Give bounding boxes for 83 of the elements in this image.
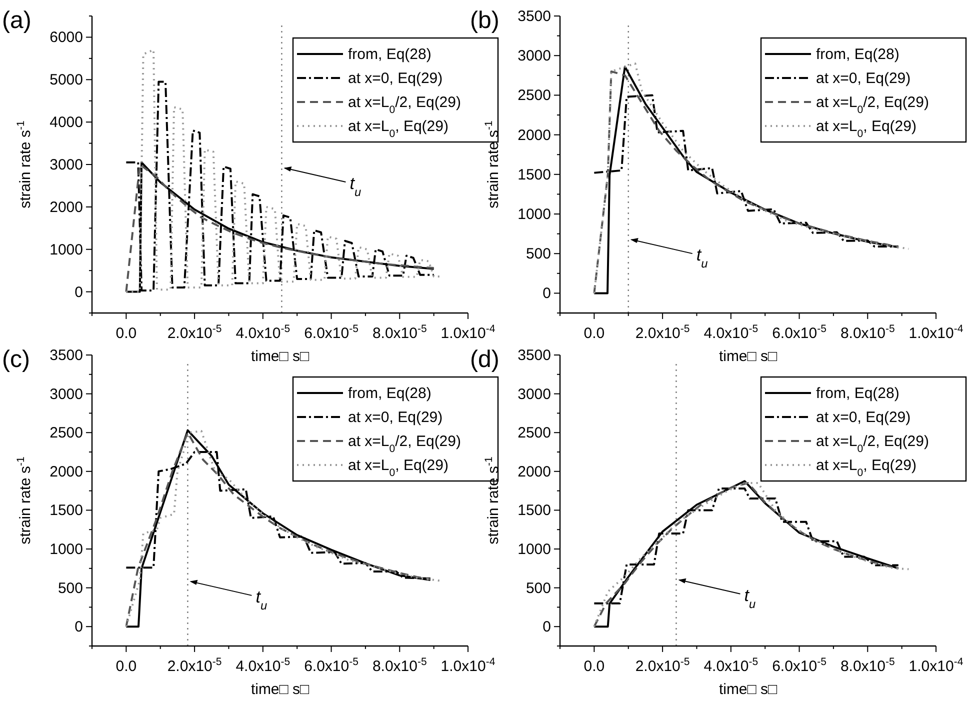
y-tick-label: 3000 <box>518 386 551 403</box>
y-tick-label: 0 <box>542 618 551 636</box>
legend-label: at x=L$_{0}$/2, Eq(29) <box>816 94 929 116</box>
annotation: t$_{u}$ <box>350 174 362 200</box>
y-tick-label: 2500 <box>50 424 83 442</box>
x-tick-label: 4.0x10$^{-5}$ <box>236 323 290 342</box>
legend-label: at x=L$_{0}$, Eq(29) <box>816 118 916 140</box>
legend-label: from, Eq(28) <box>816 385 900 402</box>
annotation: t$_{u}$ <box>256 587 268 612</box>
y-tick-label: 2000 <box>50 198 83 216</box>
legend-label: at x=L$_{0}$, Eq(29) <box>348 457 448 479</box>
chart-title: (d) <box>470 346 500 373</box>
x-axis-title: time□ s□ <box>718 681 778 698</box>
y-tick-label: 6000 <box>50 29 83 46</box>
x-tick-label: 8.0x10$^{-5}$ <box>840 323 895 342</box>
y-tick-label: 0 <box>542 285 551 302</box>
y-tick-label: 0 <box>74 284 83 301</box>
legend-label: at x=L$_{0}$, Eq(29) <box>348 118 448 140</box>
y-tick-label: 3000 <box>50 386 83 403</box>
chart-title: (c) <box>2 346 30 373</box>
y-tick-label: 1000 <box>518 541 551 558</box>
y-tick-label: 3500 <box>518 8 551 25</box>
x-tick-label: 1.0x10$^{-4}$ <box>440 323 496 342</box>
annotation: t$_{u}$ <box>696 246 708 271</box>
x-tick-label: 4.0x10$^{-5}$ <box>704 323 758 342</box>
x-tick-label: 1.0x10$^{-4}$ <box>908 656 964 675</box>
x-tick-label: 0.0 <box>584 325 605 342</box>
y-tick-label: 1000 <box>50 241 83 258</box>
x-tick-label: 0.0 <box>116 658 137 675</box>
legend-label: at x=L$_{0}$/2, Eq(29) <box>348 433 461 455</box>
legend-label: at x=0, Eq(29) <box>816 70 911 87</box>
y-tick-label: 500 <box>526 246 551 263</box>
x-tick-label: 8.0x10$^{-5}$ <box>372 323 427 342</box>
x-tick-label: 0.0 <box>584 658 605 675</box>
x-tick-label: 1.0x10$^{-4}$ <box>440 656 496 675</box>
legend-label: from, Eq(28) <box>816 46 900 63</box>
x-tick-label: 6.0x10$^{-5}$ <box>772 656 827 675</box>
chart-title: (b) <box>470 7 500 34</box>
legend-label: at x=L$_{0}$, Eq(29) <box>816 457 916 479</box>
y-tick-label: 0 <box>74 618 83 636</box>
y-tick-label: 4000 <box>50 114 83 132</box>
x-tick-label: 8.0x10$^{-5}$ <box>372 656 427 675</box>
chart-title: (a) <box>2 7 32 34</box>
legend-label: at x=L$_{0}$/2, Eq(29) <box>816 433 929 455</box>
y-tick-label: 3000 <box>50 156 83 174</box>
y-tick-label: 500 <box>58 580 83 597</box>
y-tick-label: 2500 <box>518 87 551 104</box>
y-tick-label: 3500 <box>518 347 551 364</box>
x-tick-label: 6.0x10$^{-5}$ <box>304 323 359 342</box>
x-tick-label: 1.0x10$^{-4}$ <box>908 323 964 342</box>
annotation: t$_{u}$ <box>744 586 756 611</box>
legend-label: from, Eq(28) <box>348 385 432 402</box>
y-tick-label: 500 <box>526 580 551 597</box>
y-tick-label: 2000 <box>50 463 83 480</box>
x-axis-title: time□ s□ <box>250 681 310 698</box>
x-tick-label: 4.0x10$^{-5}$ <box>704 656 758 675</box>
legend-label: at x=0, Eq(29) <box>348 409 443 426</box>
y-tick-label: 1000 <box>518 206 551 223</box>
x-tick-label: 6.0x10$^{-5}$ <box>304 656 359 675</box>
x-tick-label: 2.0x10$^{-5}$ <box>635 323 690 342</box>
y-tick-label: 1500 <box>518 166 551 184</box>
x-tick-label: 0.0 <box>116 325 137 342</box>
legend-label: from, Eq(28) <box>348 46 432 63</box>
x-axis-title: time□ s□ <box>250 348 310 365</box>
y-tick-label: 3000 <box>518 48 551 65</box>
x-tick-label: 4.0x10$^{-5}$ <box>236 656 290 675</box>
legend-label: at x=0, Eq(29) <box>816 409 911 426</box>
legend-label: at x=L$_{0}$/2, Eq(29) <box>348 94 461 116</box>
x-tick-label: 2.0x10$^{-5}$ <box>167 656 222 675</box>
y-tick-label: 2500 <box>518 424 551 442</box>
y-tick-label: 1500 <box>50 502 83 520</box>
y-tick-label: 1000 <box>50 541 83 558</box>
y-tick-label: 5000 <box>50 72 83 89</box>
y-tick-label: 2000 <box>518 126 551 144</box>
legend-label: at x=0, Eq(29) <box>348 70 443 87</box>
x-tick-label: 6.0x10$^{-5}$ <box>772 323 827 342</box>
x-tick-label: 2.0x10$^{-5}$ <box>635 656 690 675</box>
y-tick-label: 2000 <box>518 463 551 480</box>
x-axis-title: time□ s□ <box>718 348 778 365</box>
x-tick-label: 2.0x10$^{-5}$ <box>167 323 222 342</box>
y-tick-label: 3500 <box>50 347 83 364</box>
x-tick-label: 8.0x10$^{-5}$ <box>840 656 895 675</box>
y-tick-label: 1500 <box>518 502 551 520</box>
